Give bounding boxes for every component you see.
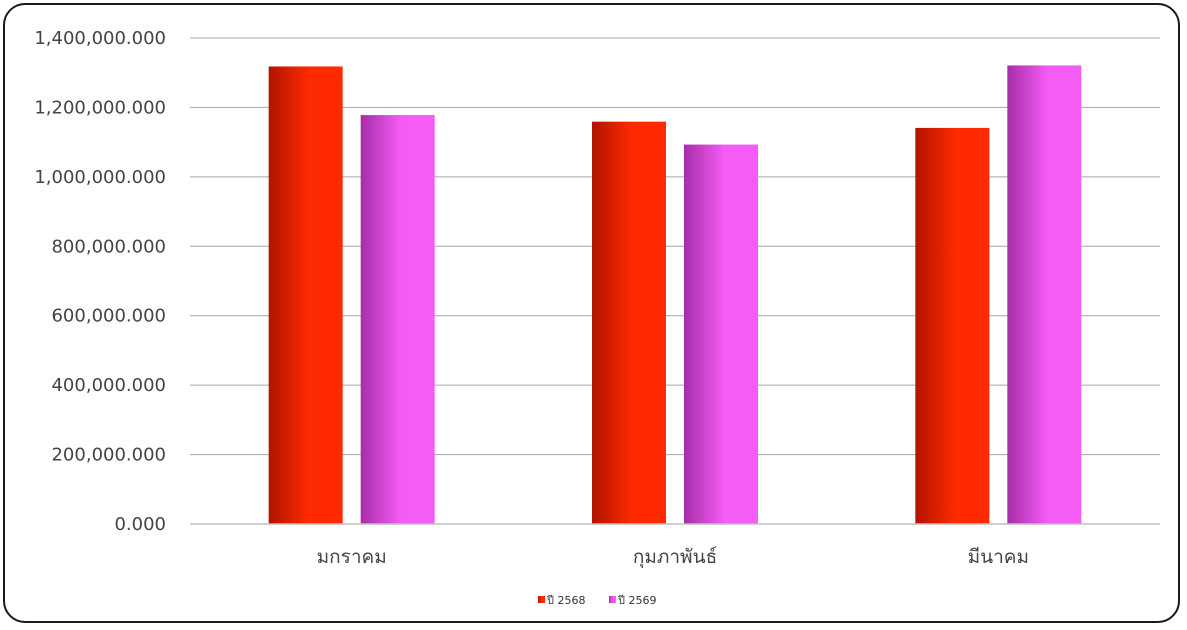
bar-2-3[interactable] [1007, 65, 1082, 524]
y-tick-label: 600,000.000 [51, 306, 166, 327]
y-tick-label: 1,200,000.000 [34, 97, 166, 118]
x-category-label: มกราคม [317, 546, 387, 568]
bars [268, 65, 1082, 525]
legend-label: ปี 2568 [546, 594, 586, 607]
legend-label: ปี 2569 [617, 594, 657, 607]
legend-swatch [609, 596, 616, 603]
y-tick-label: 200,000.000 [51, 445, 166, 466]
legend-swatch [538, 596, 545, 603]
bar-1-2[interactable] [592, 121, 666, 524]
bar-2-2[interactable] [684, 144, 758, 524]
legend: ปี 2568 ปี 2569 [538, 594, 656, 607]
x-axis-category-labels: มกราคม กุมภาพันธ์ มีนาคม [317, 546, 1029, 569]
gridlines [190, 37, 1160, 456]
y-tick-label: 1,000,000.000 [34, 167, 166, 188]
bar-1-1[interactable] [268, 66, 343, 525]
y-axis-tick-labels: 0.000 200,000.000 400,000.000 600,000.000 80… [34, 28, 166, 535]
x-category-label: กุมภาพันธ์ [633, 546, 717, 569]
y-tick-label: 800,000.000 [51, 236, 166, 257]
bar-1-3[interactable] [915, 127, 990, 524]
y-tick-label: 400,000.000 [51, 375, 166, 396]
y-tick-label: 0.000 [114, 514, 166, 535]
y-tick-label: 1,400,000.000 [34, 28, 166, 49]
x-category-label: มีนาคม [968, 546, 1029, 568]
bar-2-1[interactable] [360, 115, 435, 525]
